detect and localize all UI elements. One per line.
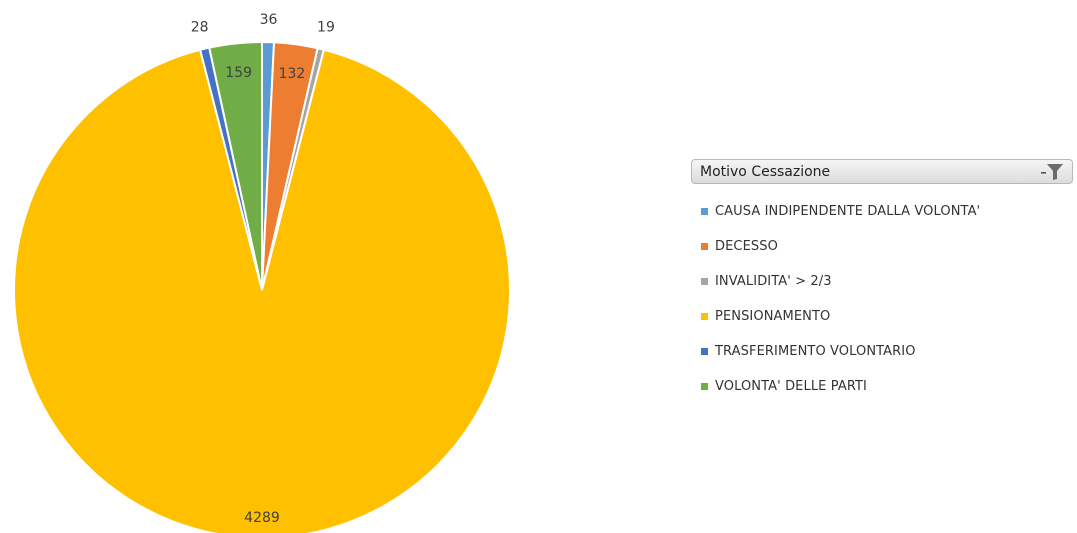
pie-data-labels: 36 132 19 4289 28 159 xyxy=(191,12,335,526)
legend-item[interactable]: VOLONTA' DELLE PARTI xyxy=(701,369,980,404)
legend-swatch xyxy=(701,383,708,390)
legend-item-label: INVALIDITA' > 2/3 xyxy=(715,274,832,289)
pie-slice-pensionamento[interactable] xyxy=(13,48,511,533)
filter-icon[interactable] xyxy=(1040,163,1064,181)
legend-swatch xyxy=(701,313,708,320)
legend-swatch xyxy=(701,348,708,355)
data-label-trasferimento-volontario: 28 xyxy=(191,19,209,35)
data-label-invalidita-2-3: 19 xyxy=(317,20,335,36)
legend-title: Motivo Cessazione xyxy=(700,163,831,180)
legend: CAUSA INDIPENDENTE DALLA VOLONTA' DECESS… xyxy=(701,194,980,404)
legend-item[interactable]: DECESSO xyxy=(701,229,980,264)
legend-item[interactable]: TRASFERIMENTO VOLONTARIO xyxy=(701,334,980,369)
legend-item-label: TRASFERIMENTO VOLONTARIO xyxy=(715,344,916,359)
pie-slice-volonta-delle-parti[interactable] xyxy=(208,40,263,291)
data-label-causa-indipendente-dalla-volonta: 36 xyxy=(260,12,278,28)
legend-swatch xyxy=(701,208,708,215)
legend-filter-button[interactable]: Motivo Cessazione xyxy=(691,159,1073,184)
legend-item[interactable]: PENSIONAMENTO xyxy=(701,299,980,334)
legend-item-label: VOLONTA' DELLE PARTI xyxy=(715,379,867,394)
legend-swatch xyxy=(701,243,708,250)
data-label-pensionamento: 4289 xyxy=(244,510,280,526)
legend-item-label: CAUSA INDIPENDENTE DALLA VOLONTA' xyxy=(715,204,981,219)
data-label-decesso: 132 xyxy=(279,66,306,82)
legend-swatch xyxy=(701,278,708,285)
legend-item-label: DECESSO xyxy=(715,239,778,254)
pie-slices xyxy=(13,40,511,533)
pie-chart: 36 132 19 4289 28 159 xyxy=(13,12,511,533)
legend-item[interactable]: INVALIDITA' > 2/3 xyxy=(701,264,980,299)
data-label-volonta-delle-parti: 159 xyxy=(225,65,252,81)
legend-item-label: PENSIONAMENTO xyxy=(715,309,831,324)
legend-item[interactable]: CAUSA INDIPENDENTE DALLA VOLONTA' xyxy=(701,194,980,229)
